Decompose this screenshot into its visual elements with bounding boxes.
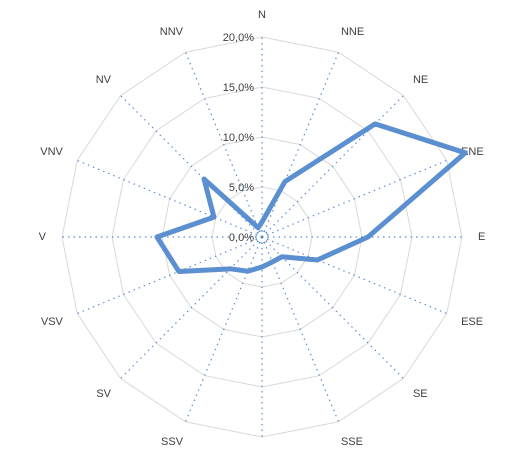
spoke: [261, 236, 448, 315]
spoke: [184, 236, 263, 423]
spoke: [261, 51, 340, 238]
category-label: SSE: [341, 436, 363, 448]
category-label: SE: [413, 388, 428, 400]
spoke: [261, 95, 404, 238]
category-label: NV: [96, 74, 112, 86]
spoke: [76, 159, 263, 238]
spoke: [261, 159, 448, 238]
category-label: V: [39, 231, 47, 243]
spoke: [76, 236, 263, 315]
category-label: E: [478, 231, 485, 243]
spoke: [261, 236, 404, 379]
tick-label: 0,0%: [229, 232, 254, 244]
category-label: NNE: [341, 26, 364, 38]
tick-label: 20,0%: [223, 32, 254, 44]
category-label: ENE: [461, 146, 484, 158]
category-label: NE: [413, 74, 428, 86]
category-label: N: [258, 9, 266, 21]
spoke: [120, 236, 263, 379]
category-label: SV: [96, 388, 111, 400]
tick-label: 5,0%: [229, 182, 254, 194]
tick-label: 15,0%: [223, 82, 254, 94]
spoke: [261, 236, 340, 423]
category-label: VNV: [40, 146, 63, 158]
tick-label: 10,0%: [223, 132, 254, 144]
category-label: VSV: [41, 316, 64, 328]
spoke: [184, 51, 263, 238]
grid-ring: [61, 36, 463, 438]
spoke: [120, 95, 263, 238]
category-label: SSV: [161, 436, 184, 448]
category-label: ESE: [461, 316, 483, 328]
data-line: [154, 121, 468, 274]
category-label: NNV: [160, 26, 184, 38]
